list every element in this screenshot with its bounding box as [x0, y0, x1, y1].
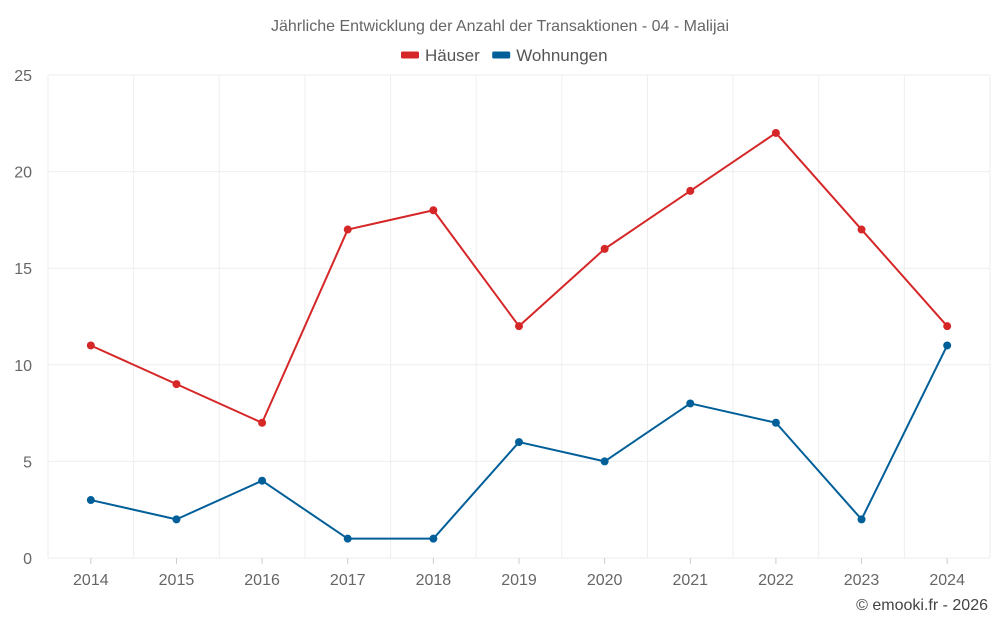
- x-tick-label: 2021: [672, 572, 708, 589]
- data-point-h-user[interactable]: [600, 244, 609, 253]
- legend-label: Häuser: [425, 46, 480, 65]
- data-point-wohnungen[interactable]: [771, 418, 780, 427]
- legend-item-h-user[interactable]: Häuser: [401, 46, 480, 65]
- x-tick-label: 2022: [758, 572, 794, 589]
- data-point-h-user[interactable]: [172, 380, 181, 389]
- data-point-wohnungen[interactable]: [600, 457, 609, 466]
- legend-label: Wohnungen: [516, 46, 607, 65]
- data-point-wohnungen[interactable]: [857, 515, 866, 524]
- y-tick-label: 15: [14, 261, 32, 278]
- data-point-h-user[interactable]: [943, 322, 952, 331]
- data-point-wohnungen[interactable]: [943, 341, 952, 350]
- credit-text: © emooki.fr - 2026: [856, 597, 988, 614]
- grid: [47, 74, 991, 559]
- data-point-h-user[interactable]: [343, 225, 352, 234]
- axes: 0 5 10 15 20 25 2014 2015 2016 2017 2018 2019 2020 20…: [14, 68, 965, 589]
- data-point-h-user[interactable]: [515, 322, 523, 331]
- data-point-h-user[interactable]: [86, 341, 95, 350]
- data-point-h-user[interactable]: [686, 186, 695, 195]
- data-point-h-user[interactable]: [857, 225, 866, 234]
- x-tick-label: 2017: [330, 572, 366, 589]
- data-point-h-user[interactable]: [771, 128, 780, 137]
- y-tick-label: 25: [14, 68, 32, 85]
- legend-item-wohnungen[interactable]: Wohnungen: [492, 46, 608, 65]
- legend-swatch: [401, 51, 419, 59]
- data-point-wohnungen[interactable]: [172, 515, 181, 524]
- series-wohnungen: [86, 341, 952, 543]
- x-tick-label: 2018: [416, 572, 452, 589]
- data-point-h-user[interactable]: [429, 206, 438, 215]
- x-tick-label: 2023: [844, 572, 880, 589]
- series-layer: [86, 128, 952, 543]
- x-tick-label: 2016: [244, 572, 280, 589]
- data-point-wohnungen[interactable]: [515, 438, 523, 447]
- y-tick-label: 5: [23, 454, 32, 471]
- x-tick-label: 2020: [587, 572, 623, 589]
- x-tick-label: 2019: [501, 572, 537, 589]
- x-tick-label: 2014: [73, 572, 109, 589]
- data-point-wohnungen[interactable]: [86, 496, 95, 505]
- data-point-wohnungen[interactable]: [686, 399, 695, 408]
- series-h-user: [86, 128, 952, 427]
- y-tick-label: 0: [23, 551, 32, 568]
- legend: Häuser Wohnungen: [401, 46, 608, 65]
- data-point-wohnungen[interactable]: [429, 534, 438, 543]
- data-point-h-user[interactable]: [258, 418, 267, 427]
- legend-swatch: [492, 51, 511, 59]
- data-point-wohnungen[interactable]: [343, 534, 352, 543]
- data-point-wohnungen[interactable]: [258, 476, 267, 485]
- chart-title: Jährliche Entwicklung der Anzahl der Tra…: [271, 18, 729, 35]
- x-tick-label: 2015: [159, 572, 195, 589]
- y-tick-label: 20: [14, 165, 32, 182]
- y-tick-label: 10: [14, 358, 32, 375]
- x-tick-label: 2024: [929, 572, 965, 589]
